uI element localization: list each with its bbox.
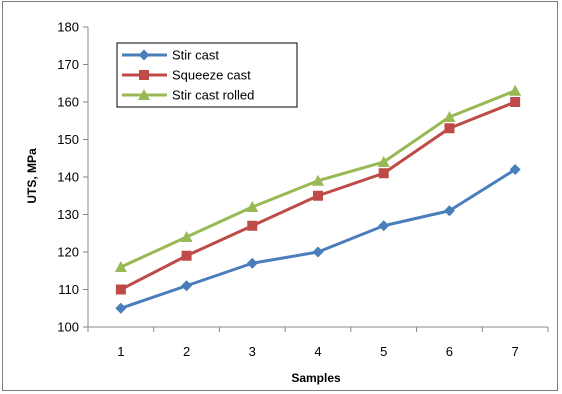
data-point bbox=[114, 261, 127, 272]
data-point bbox=[246, 201, 259, 212]
series-squeeze-cast bbox=[115, 97, 521, 295]
legend-item: Stir cast bbox=[122, 48, 219, 63]
data-point bbox=[312, 246, 324, 258]
data-point bbox=[443, 111, 456, 122]
legend-marker bbox=[138, 49, 150, 61]
y-tick-label: 180 bbox=[57, 20, 79, 35]
data-point bbox=[246, 257, 258, 269]
y-tick-label: 130 bbox=[57, 207, 79, 222]
y-tick-label: 150 bbox=[57, 132, 79, 147]
x-axis-title: Samples bbox=[291, 371, 341, 385]
data-point bbox=[509, 164, 521, 175]
x-tick-label: 6 bbox=[446, 344, 453, 359]
y-tick-label: 160 bbox=[57, 95, 79, 110]
legend-item: Squeeze cast bbox=[122, 68, 251, 83]
x-tick-label: 2 bbox=[183, 344, 190, 359]
data-point bbox=[115, 302, 127, 314]
x-tick-label: 5 bbox=[380, 344, 387, 359]
data-point bbox=[509, 84, 522, 96]
y-tick-label: 140 bbox=[57, 170, 79, 185]
data-point bbox=[247, 220, 258, 231]
legend-marker bbox=[138, 89, 150, 100]
legend-label: Squeeze cast bbox=[172, 68, 251, 83]
legend-item: Stir cast rolled bbox=[122, 88, 254, 103]
y-tick-label: 110 bbox=[58, 282, 79, 297]
data-point bbox=[510, 97, 521, 107]
data-point bbox=[443, 205, 455, 217]
data-point bbox=[181, 280, 193, 292]
series-layer bbox=[114, 84, 522, 314]
legend-label: Stir cast bbox=[172, 48, 219, 63]
x-tick-label: 1 bbox=[117, 344, 124, 359]
data-point bbox=[180, 231, 193, 242]
data-point bbox=[115, 284, 126, 295]
series-stir-cast bbox=[115, 164, 521, 314]
data-point bbox=[313, 190, 323, 201]
y-axis-title: UTS, MPa bbox=[25, 148, 39, 204]
axes: 100 110 120 130 140 150 160 170 180 1 2 3 4 5 6 7 bbox=[57, 20, 549, 359]
data-point bbox=[378, 220, 390, 232]
x-tick-label: 3 bbox=[249, 344, 256, 359]
x-tick-label: 7 bbox=[512, 344, 519, 359]
data-point bbox=[181, 250, 192, 261]
legend-marker bbox=[139, 70, 149, 80]
data-point bbox=[444, 123, 455, 134]
x-tick-label: 4 bbox=[314, 344, 321, 359]
data-point bbox=[312, 174, 324, 186]
data-point bbox=[377, 156, 390, 167]
y-tick-label: 120 bbox=[57, 245, 79, 260]
y-tick-label: 170 bbox=[57, 57, 79, 72]
legend-label: Stir cast rolled bbox=[172, 88, 254, 103]
legend: Stir cast Squeeze cast Stir cast rolled bbox=[116, 42, 298, 108]
y-tick-label: 100 bbox=[57, 320, 79, 335]
data-point bbox=[378, 168, 389, 179]
series-stir-cast-rolled bbox=[114, 84, 522, 272]
